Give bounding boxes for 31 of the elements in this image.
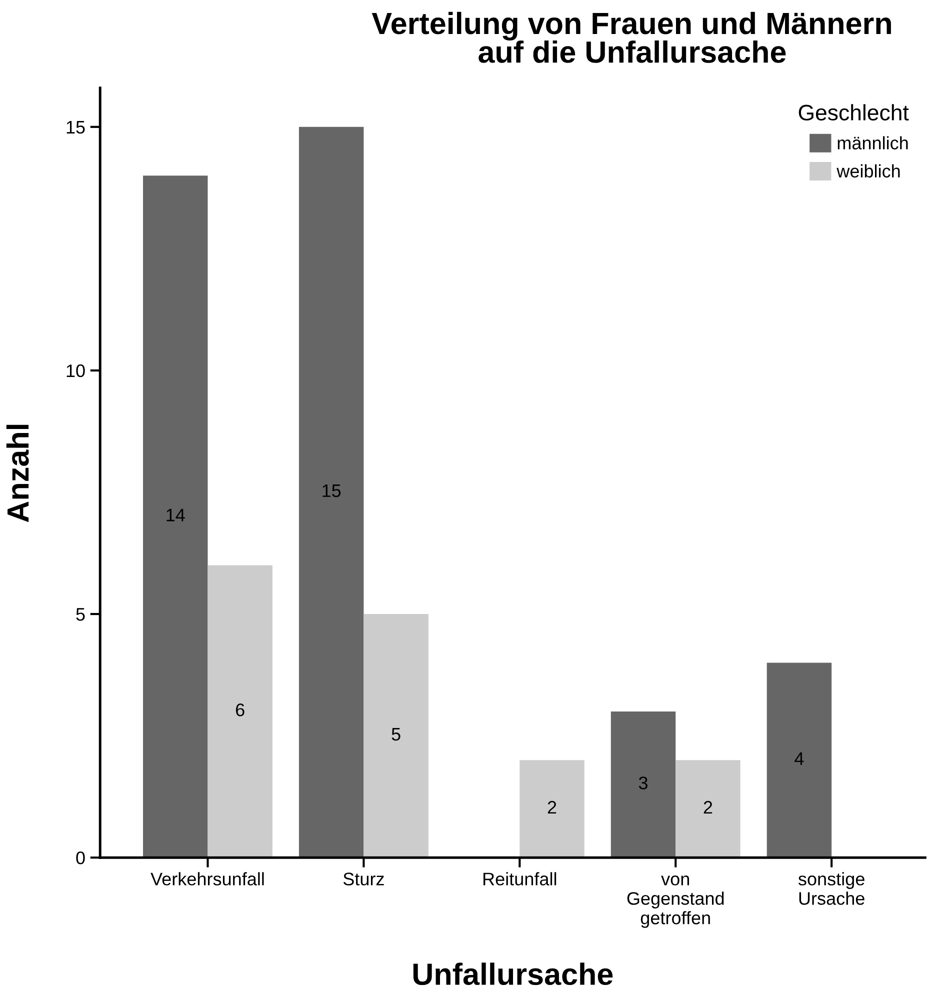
x-tick-label: Sturz <box>343 872 384 886</box>
data-label: 5 <box>392 728 400 741</box>
data-label: 6 <box>236 704 244 716</box>
data-label: 2 <box>704 800 712 814</box>
bar <box>364 614 428 858</box>
y-axis-title: Anzahl <box>6 424 29 522</box>
y-tick-label: 0 <box>76 852 85 864</box>
bar <box>766 662 832 858</box>
bar <box>676 760 740 858</box>
x-tick-label: Reitunfall <box>483 872 556 886</box>
bar <box>610 711 676 858</box>
data-label: 2 <box>548 800 556 814</box>
data-label: 15 <box>322 484 341 498</box>
bar <box>520 760 584 858</box>
y-tick-label: 15 <box>66 121 85 134</box>
bar <box>298 126 364 858</box>
legend-label: männlich <box>838 136 908 150</box>
bar <box>208 565 272 858</box>
x-axis-title: Unfallursache <box>413 962 613 986</box>
chart-title: Verteilung von Frauen und Männern auf die Unfallursache <box>372 12 891 63</box>
x-tick-label: sonstige Ursache <box>798 872 864 905</box>
y-tick-label: 10 <box>66 364 85 378</box>
data-label: 3 <box>638 776 648 790</box>
x-tick-label: von Gegenstand getroffen <box>627 876 724 928</box>
y-tick-label: 5 <box>76 608 85 621</box>
legend-title: Geschlecht <box>798 104 909 121</box>
data-label: 14 <box>166 508 185 522</box>
legend-label: weiblich <box>836 164 900 178</box>
x-tick-label: Verkehrsunfall <box>150 872 264 886</box>
data-label: 4 <box>794 752 804 765</box>
bar <box>143 176 208 858</box>
